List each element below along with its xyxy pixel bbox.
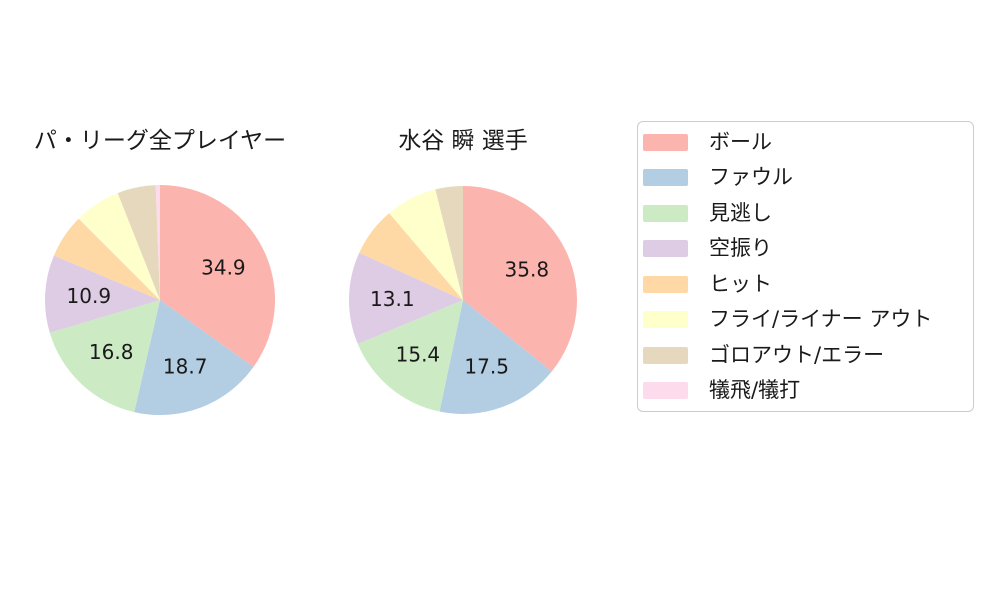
pie-slice (357, 300, 463, 412)
legend-item-label: 見逃し (709, 200, 772, 225)
pie-slice (439, 300, 552, 414)
legend-swatch (643, 240, 688, 258)
legend-item-label: ボール (709, 129, 772, 154)
legend-swatch (643, 382, 688, 400)
legend-swatch (643, 311, 688, 329)
legend-swatch (643, 275, 688, 293)
pie-slice (155, 185, 160, 300)
pie-value-label: 13.1 (370, 287, 415, 311)
pie-slice (45, 255, 160, 333)
pie-slice (78, 193, 160, 300)
legend-swatch (643, 204, 688, 222)
pie-slice (349, 252, 463, 344)
pie-slice (53, 218, 160, 300)
pie-value-label: 16.8 (89, 340, 134, 364)
legend-item-label: 犠飛/犠打 (709, 378, 801, 403)
pie-value-label: 18.7 (163, 355, 208, 379)
legend-item: ヒット (643, 271, 973, 296)
legend-item: 犠飛/犠打 (643, 378, 973, 403)
legend-item: 空振り (643, 236, 973, 261)
pie-slice (389, 189, 463, 300)
pie-slice (359, 213, 463, 300)
pie-chart-left: 34.9 18.7 16.8 10.9 (45, 185, 275, 415)
legend-swatch (643, 133, 688, 151)
pie-value-label: 17.5 (464, 355, 509, 379)
legend-item-label: フライ/ライナー アウト (709, 307, 933, 332)
legend-item: 見逃し (643, 200, 973, 225)
legend-item: ボール (643, 129, 973, 154)
legend-swatch (643, 169, 688, 187)
legend-item-label: 空振り (709, 236, 772, 261)
pie-slice (134, 300, 254, 415)
legend-item-label: ファウル (709, 165, 793, 190)
legend-item-label: ヒット (709, 271, 772, 296)
pie-slice (463, 186, 577, 372)
pie-slice (160, 185, 275, 368)
pie-slice (117, 185, 160, 300)
legend-swatch (643, 346, 688, 364)
legend-item: ゴロアウト/エラー (643, 342, 973, 367)
pie-chart-right: 35.8 17.5 15.4 13.1 (349, 186, 577, 414)
pie-title-right: 水谷 瞬 選手 (398, 128, 528, 154)
legend: ボールファウル見逃し空振りヒットフライ/ライナー アウト ゴロアウト/エラー 犠飛/… (637, 121, 974, 412)
legend-item: ファウル (643, 165, 973, 190)
legend-item: フライ/ライナー アウト (643, 307, 973, 332)
legend-item-label: ゴロアウト/エラー (709, 342, 885, 367)
pie-value-label: 15.4 (396, 343, 441, 367)
pie-slice (49, 300, 160, 413)
pie-value-label: 34.9 (201, 255, 246, 279)
pie-value-label: 35.8 (505, 258, 550, 282)
pie-title-left: パ・リーグ全プレイヤー (33, 128, 287, 154)
pie-slice (435, 186, 463, 300)
pie-value-label: 10.9 (67, 284, 112, 308)
